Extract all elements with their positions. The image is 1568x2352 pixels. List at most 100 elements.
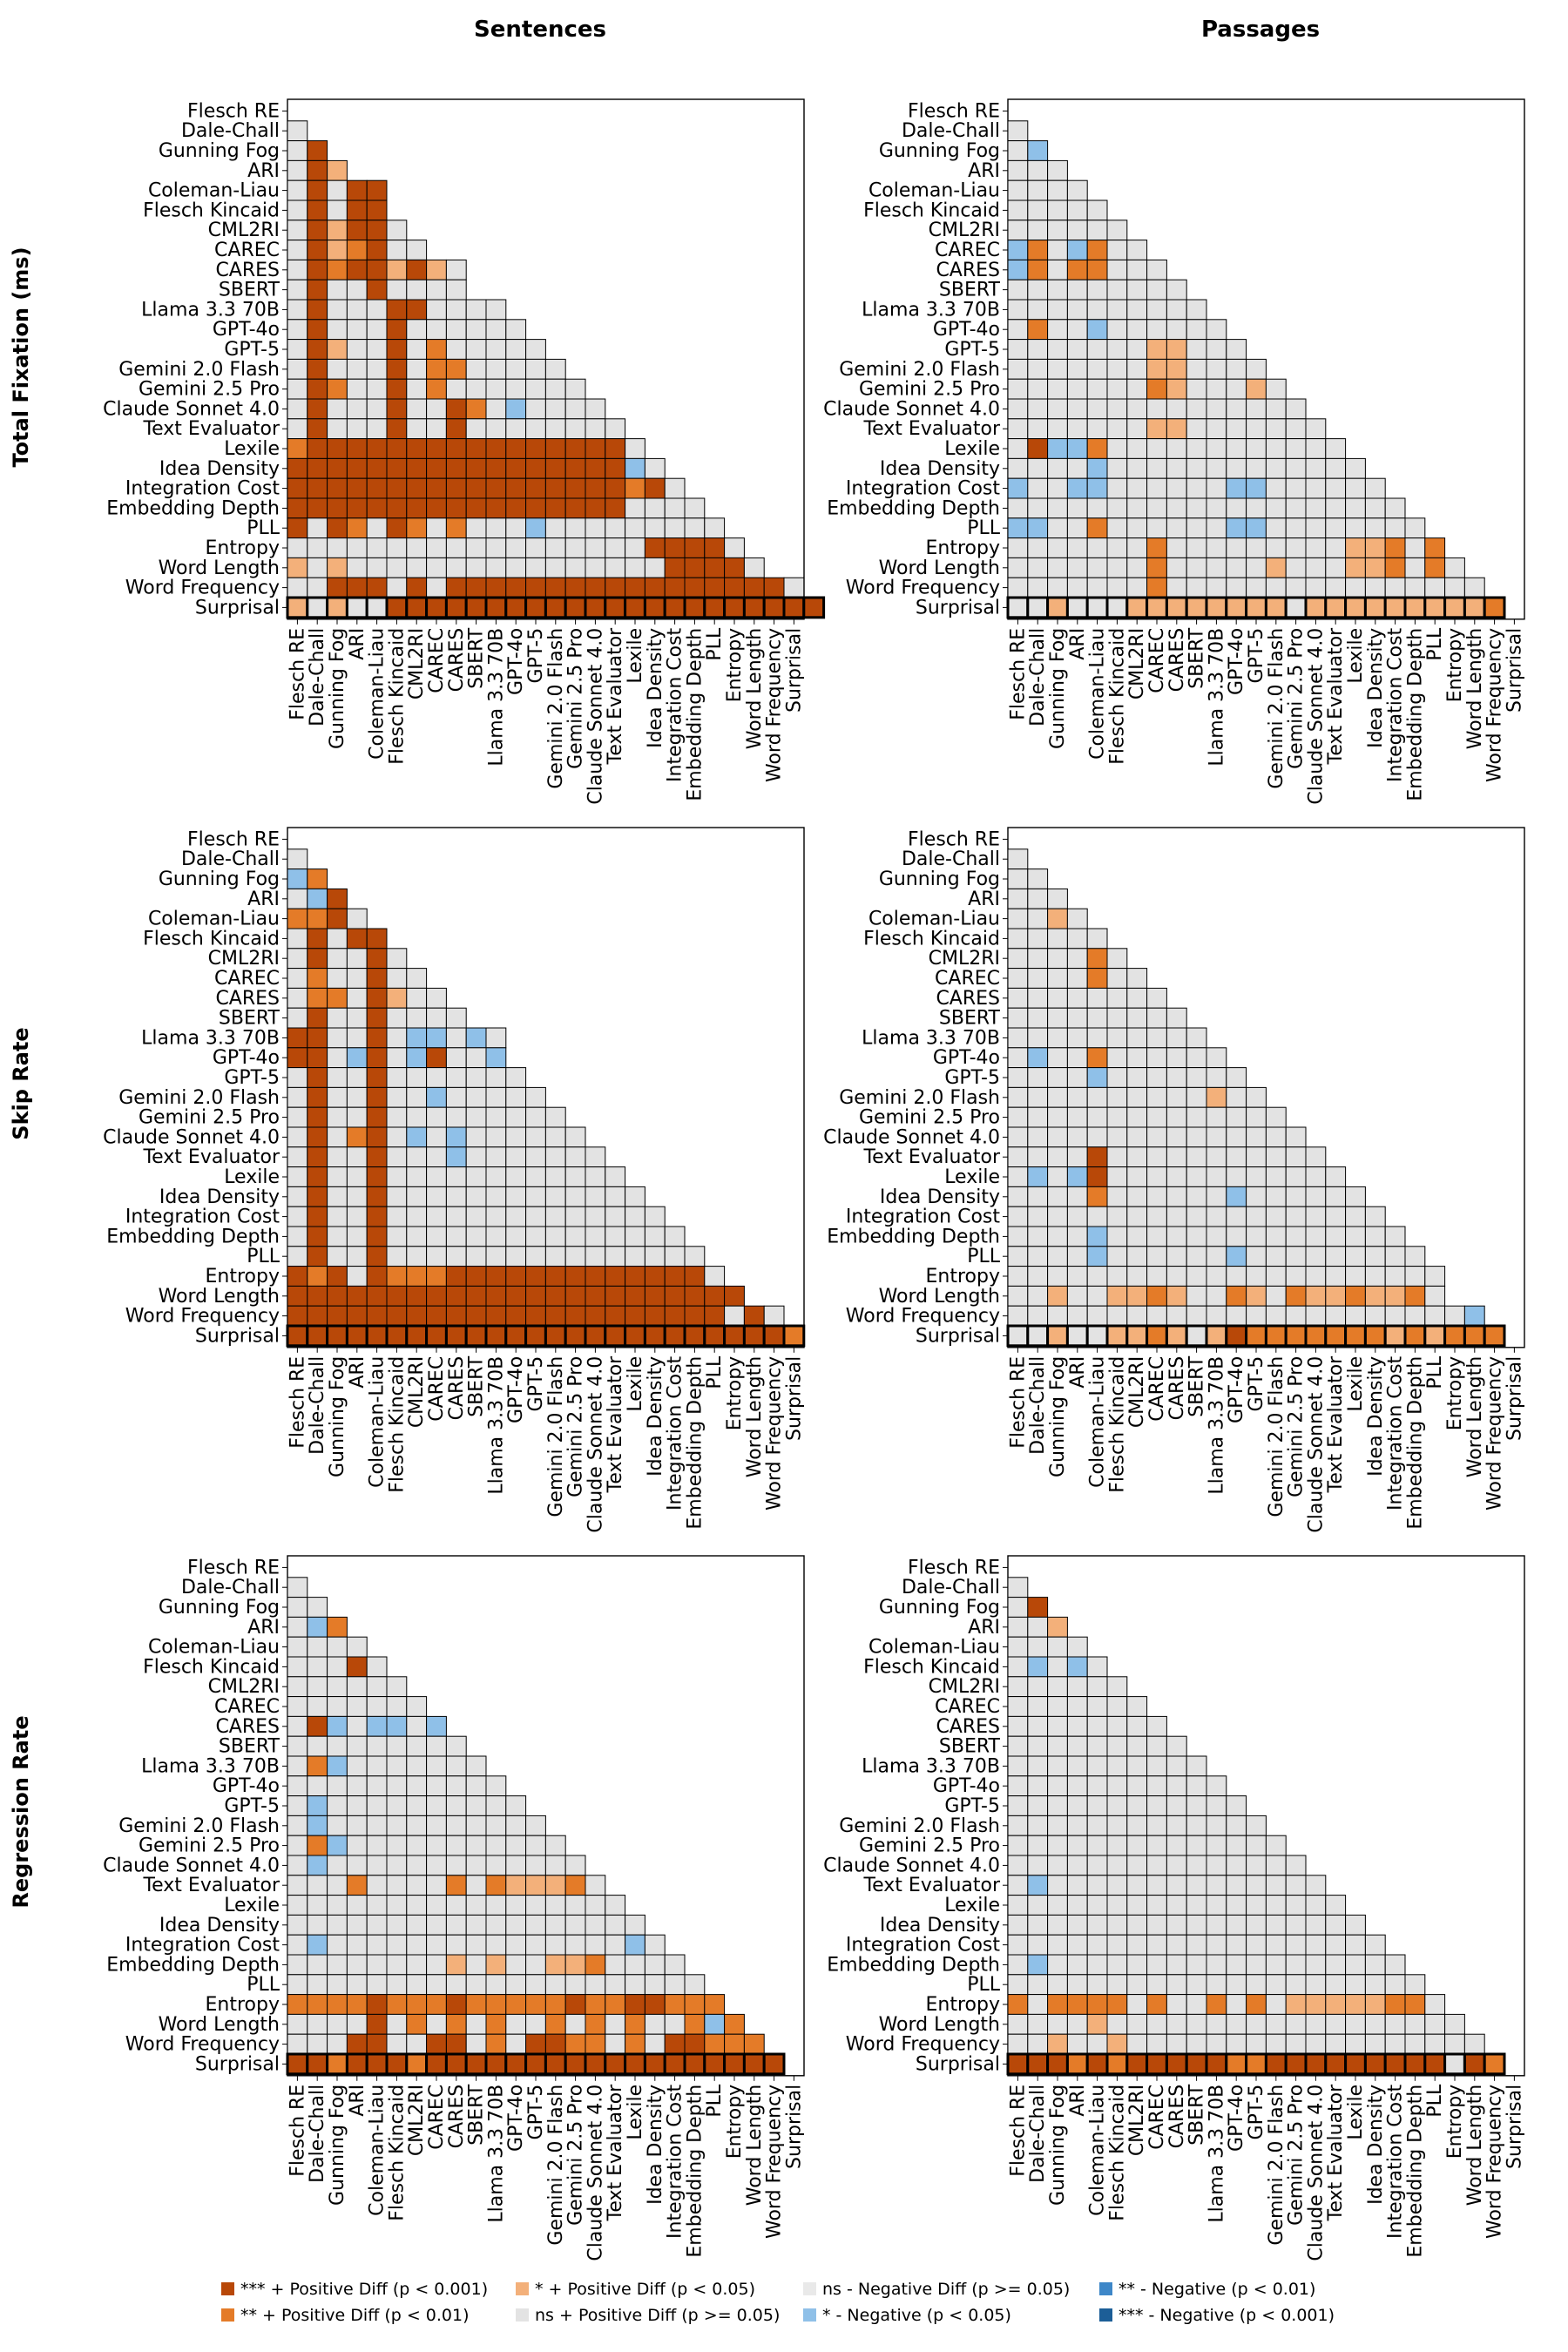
heatmap-cell [544,1246,566,1267]
heatmap-cell [366,1914,388,1936]
heatmap-cell [1206,457,1227,479]
heatmap-cell [1027,220,1049,241]
heatmap-cell [346,1086,368,1108]
heatmap-cell [306,2052,329,2076]
heatmap-cell [485,1815,507,1836]
heatmap-cell [287,140,308,161]
heatmap-cell [664,1246,686,1267]
heatmap-cell [406,1974,428,1996]
x-tick-label: CML2RI [406,1356,428,1428]
heatmap-cell [346,1266,368,1287]
heatmap-cell [1027,1636,1049,1658]
heatmap-cell [326,2052,348,2076]
heatmap-cell [544,2052,567,2076]
heatmap-cell [1007,928,1029,950]
heatmap-cell [1305,1994,1327,2015]
heatmap-cell [1463,2033,1485,2055]
heatmap-cell [644,537,666,558]
heatmap-cell [1126,1086,1148,1108]
heatmap-cell [346,908,368,929]
heatmap-cell [346,259,368,280]
y-tick-label: Word Length [159,558,280,579]
heatmap-cell [525,517,546,539]
heatmap-cell [1146,577,1167,598]
heatmap-cell [485,457,507,479]
heatmap-cell [505,557,527,578]
heatmap-cell [426,1795,447,1816]
heatmap-cell [1325,517,1347,539]
x-tick-label: Integration Cost [1385,1355,1407,1511]
heatmap-cell [724,1285,745,1307]
heatmap-cell [386,1914,408,1936]
x-tick-label: GPT-4o [505,2085,527,2152]
heatmap-cell [544,1855,566,1876]
heatmap-cell [1206,1914,1227,1936]
heatmap-cell [1007,259,1029,280]
heatmap-cell [485,1875,507,1896]
heatmap-cell [346,378,368,400]
heatmap-cell [1166,1954,1187,1976]
x-tick-label: Coleman-Liau [1087,1356,1109,1488]
x-tick-label: Embedding Depth [684,1356,706,1530]
heatmap-cell [406,1226,428,1247]
column-title-sentences: Sentences [474,17,606,43]
heatmap-cell [1285,1186,1307,1207]
heatmap-cell [1186,1795,1207,1816]
heatmap-cell [1146,418,1167,440]
heatmap-cell [1106,1676,1128,1698]
heatmap-cell [1146,596,1168,619]
heatmap-cell [1246,1974,1267,1996]
heatmap-cell [465,1835,487,1856]
heatmap-cell [1166,1246,1187,1267]
heatmap-cell [1027,358,1049,380]
heatmap-cell [644,1206,666,1227]
heatmap-cell [1126,1206,1148,1227]
heatmap-cell [426,517,447,539]
heatmap-cell [366,319,388,341]
x-tick-label: Word Length [1464,628,1486,749]
heatmap-cell [485,577,507,598]
heatmap-cell [1007,457,1029,479]
heatmap-cell [465,1934,487,1956]
heatmap-cell [346,1954,368,1976]
heatmap-cell [1265,557,1287,578]
heatmap-cell [1126,319,1148,341]
heatmap-cell [307,1027,328,1049]
heatmap-cell [307,140,328,161]
heatmap-cell [505,1106,527,1128]
heatmap-cell [1345,477,1366,499]
heatmap-cell [1125,2052,1149,2076]
heatmap-cell [1106,1914,1128,1936]
heatmap-cell [1226,1855,1247,1876]
heatmap-cell [366,179,388,201]
y-tick-label: Text Evaluator [862,1146,1001,1168]
heatmap-cell [1166,1795,1187,1816]
heatmap-cell [1105,596,1129,619]
heatmap-cell [1106,1047,1128,1069]
heatmap-cell [287,968,308,989]
x-tick-label: CML2RI [406,628,428,700]
heatmap-cell [386,1186,408,1207]
heatmap-cell [1126,968,1148,989]
heatmap-cell [1166,1027,1187,1049]
heatmap-cell [1126,477,1148,499]
heatmap-cell [1086,2033,1108,2055]
heatmap-cell [704,1994,726,2015]
heatmap-cell [1424,1285,1446,1307]
heatmap-cell [1086,1285,1108,1307]
heatmap-cell [1206,537,1227,558]
heatmap-cell [1325,537,1347,558]
heatmap-cell [624,596,646,619]
y-tick-label: Word Frequency [125,2034,280,2056]
heatmap-cell [664,497,686,519]
heatmap-cell [584,596,607,619]
heatmap-cell [1206,1795,1227,1816]
heatmap-cell [1384,1305,1406,1327]
heatmap-cell [1285,398,1307,420]
heatmap-cell [406,1715,428,1737]
heatmap-cell [1066,1715,1088,1737]
heatmap-cell [644,1226,666,1247]
heatmap-cell [1345,457,1366,479]
heatmap-cell [307,1696,328,1717]
heatmap-cell [426,1994,447,2015]
